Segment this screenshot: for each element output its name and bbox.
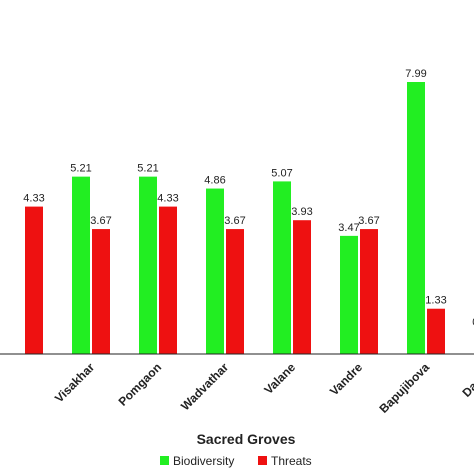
value-label-biodiversity-1: 5.21	[70, 163, 91, 175]
x-axis-title: Sacred Groves	[197, 431, 296, 447]
value-label-biodiversity-3: 4.86	[204, 175, 225, 187]
value-label-threats-0: 4.33	[23, 193, 44, 205]
bar-biodiversity-2	[139, 176, 157, 354]
x-tick-label-1: Visakhar	[52, 360, 97, 405]
value-label-threats-6: 1.33	[425, 295, 446, 307]
x-ticks-layer: Visakhar Pomgaon Wadvathar Valane Vandre Bapu…	[52, 360, 474, 416]
value-label-threats-1: 3.67	[90, 215, 111, 227]
bar-threats-2	[159, 206, 177, 354]
bar-threats-5	[360, 229, 378, 354]
legend: Biodiversity Threats	[160, 454, 312, 468]
value-label-biodiversity-7: 0.69	[472, 317, 474, 329]
value-label-threats-3: 3.67	[224, 215, 245, 227]
bar-threats-0	[25, 206, 43, 354]
value-label-biodiversity-4: 5.07	[271, 167, 292, 179]
value-label-threats-4: 3.93	[291, 206, 312, 218]
bar-threats-4	[293, 220, 311, 354]
bar-biodiversity-4	[273, 181, 291, 354]
value-label-biodiversity-2: 5.21	[137, 163, 158, 175]
bar-threats-1	[92, 229, 110, 354]
legend-label-biodiversity: Biodiversity	[173, 454, 234, 468]
value-label-biodiversity-6: 7.99	[405, 68, 426, 80]
value-label-threats-2: 4.33	[157, 193, 178, 205]
value-label-biodiversity-5: 3.47	[338, 222, 359, 234]
legend-swatch-biodiversity	[160, 456, 169, 465]
x-tick-label-6: Bapujibova	[376, 360, 432, 416]
x-tick-label-3: Wadvathar	[178, 360, 231, 413]
value-label-threats-5: 3.67	[358, 215, 379, 227]
x-tick-label-5: Vandre	[327, 360, 365, 398]
bar-threats-6	[427, 308, 445, 354]
value-labels-layer: 4.33 5.21 3.67 5.21 4.33 4.86 3.67 5.07 3.93 3.47…	[23, 68, 474, 329]
bar-threats-3	[226, 229, 244, 354]
x-tick-label-4: Valane	[261, 360, 298, 397]
x-tick-label-7: Dasave	[459, 360, 474, 400]
legend-swatch-threats	[258, 456, 267, 465]
bar-biodiversity-3	[206, 188, 224, 354]
bar-biodiversity-6	[407, 82, 425, 354]
x-tick-label-2: Pomgaon	[116, 360, 165, 409]
bar-biodiversity-5	[340, 235, 358, 354]
bar-biodiversity-1	[72, 176, 90, 354]
bars-layer	[25, 82, 445, 354]
legend-label-threats: Threats	[271, 454, 312, 468]
